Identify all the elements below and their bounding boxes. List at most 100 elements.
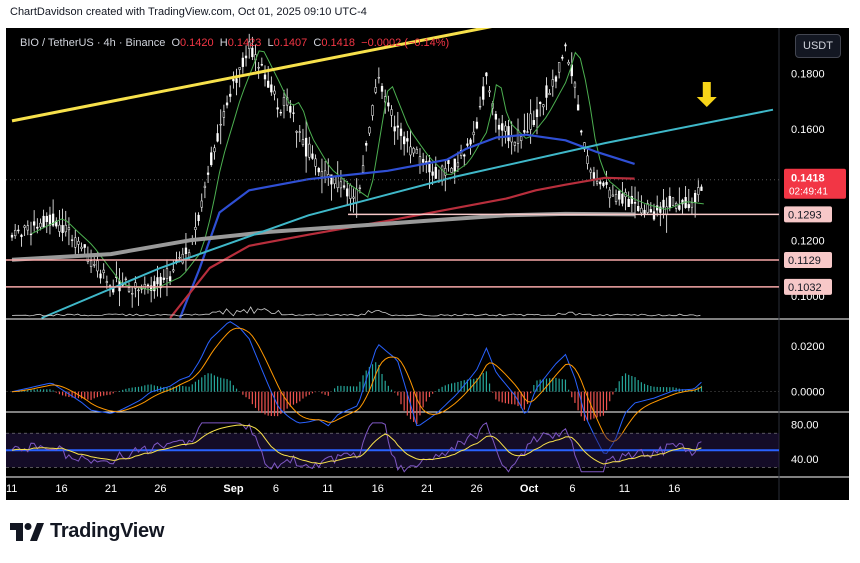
candle-body [32,221,36,226]
candle-body [611,194,615,197]
candle-body [358,187,362,189]
time-tick-label: Oct [520,483,539,495]
candle-body [48,214,52,226]
candle-body [368,127,371,134]
candle-body [162,277,165,280]
candle-body [440,165,444,182]
candle-body [282,97,286,106]
candle-body [257,67,260,69]
candle-body [693,192,697,203]
candle-body [289,106,292,113]
candle-body [342,185,346,188]
candle-body [213,147,216,153]
candle-body [70,239,74,241]
candle-body [131,293,134,295]
candle-body [640,207,643,214]
chart-svg[interactable]: 0.18000.16000.12000.10000.141802:49:410.… [6,28,849,500]
candle-body [390,109,393,116]
candle-body [194,227,197,230]
candle-body [317,168,320,173]
candle-body [295,131,298,133]
candle-body [406,138,409,142]
candle-body [232,78,235,82]
level-label-badge [784,251,832,268]
candle-body [26,225,29,231]
candle-body [447,159,450,164]
candle-body [74,237,77,248]
candle-body [263,74,267,80]
candle-body [346,188,349,197]
candle-body [45,215,48,222]
candle-body [127,287,131,292]
candle-body [150,285,153,291]
candle-body [374,87,377,93]
candle-body [621,193,624,204]
candle-body [17,229,20,232]
candle-body [361,165,365,173]
candle-body [67,227,71,231]
candle-body [520,136,523,141]
candle-body [14,230,17,237]
candle-body [608,189,611,199]
candle-body [659,206,662,213]
moving-average-red [169,176,635,319]
candle-body [630,195,634,204]
candle-body [377,77,381,79]
candle-body [542,104,545,108]
candle-body [431,171,434,176]
candle-body [475,121,479,129]
candle-body [42,215,45,228]
time-tick-label: 6 [569,483,575,495]
candle-body [453,158,456,172]
time-tick-label: 16 [55,483,67,495]
candle-body [665,206,668,215]
time-tick-label: 11 [6,483,17,495]
candle-body [181,253,184,264]
candle-body [159,276,162,289]
candle-body [273,90,276,95]
candle-body [58,224,61,232]
chart-area[interactable]: 0.1800 0.1600 0.1200 0.1000 0.1418 02:49:41 0.… [6,28,849,500]
candle-body [229,93,232,97]
candle-body [96,260,99,272]
candle-body [20,234,23,237]
candle-body [482,86,485,100]
candle-body [618,190,621,200]
candle-body [80,246,83,249]
candle-body [99,273,102,279]
candle-body [36,226,39,229]
time-tick-label: 6 [273,483,279,495]
candle-body [472,131,475,136]
quote-currency-button[interactable]: USDT [795,34,841,58]
candle-body [697,187,700,195]
candle-body [238,67,241,70]
candle-body [172,269,175,272]
candle-body [352,196,355,199]
candle-body [412,148,415,154]
candle-body [279,112,282,114]
candle-body [355,189,358,203]
macd-tick-label: 0.0000 [791,387,825,399]
candle-body [526,131,529,133]
candle-body [580,130,583,133]
candle-body [168,276,172,282]
current-price-badge [784,168,846,199]
candle-body [210,152,213,166]
candle-body [206,172,210,175]
candle-body [396,125,399,128]
candle-body [165,268,169,280]
candle-body [485,72,488,77]
macd-tick-label: 0.0200 [791,341,825,353]
candle-body [583,142,586,150]
level-label: 0.1129 [788,255,821,267]
candle-body [105,281,109,283]
candle-body [93,264,96,266]
candle-body [633,202,637,204]
candle-body [646,203,649,213]
candle-body [124,278,128,280]
bar-countdown-label: 02:49:41 [789,187,828,198]
candle-body [567,62,570,65]
candle-body [595,180,599,184]
candle-body [529,113,532,130]
candle-body [421,159,425,163]
